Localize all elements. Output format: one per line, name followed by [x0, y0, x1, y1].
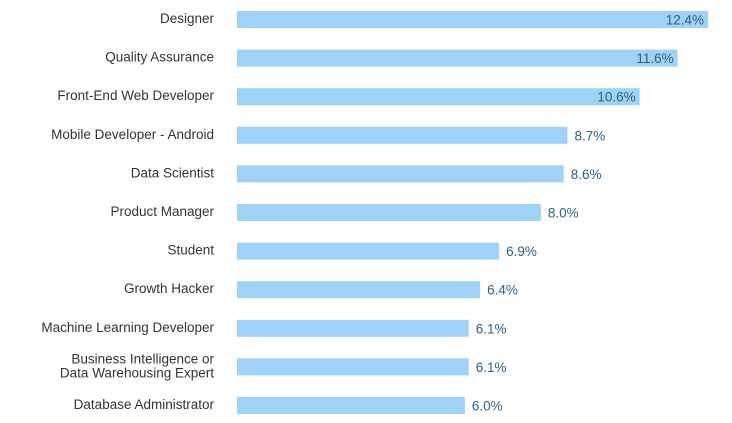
category-label-line: Product Manager	[110, 204, 214, 219]
value-label: 12.4%	[666, 13, 704, 28]
bar	[237, 358, 469, 376]
category-label-line: Mobile Developer - Android	[51, 127, 214, 142]
bar	[237, 126, 568, 144]
value-label: 6.4%	[487, 283, 518, 298]
category-label: Data Scientist	[131, 165, 215, 180]
category-label-line: Machine Learning Developer	[41, 320, 214, 335]
bar	[237, 11, 708, 28]
category-label-line: Database Administrator	[74, 397, 215, 412]
bar	[237, 397, 465, 414]
category-label: Growth Hacker	[124, 281, 215, 296]
value-label: 8.0%	[548, 206, 579, 221]
category-label-line: Business Intelligence or	[71, 351, 214, 366]
bar	[237, 49, 678, 67]
bar	[237, 242, 500, 260]
category-label: Designer	[160, 11, 215, 26]
category-label: Quality Assurance	[105, 50, 214, 65]
category-label-line: Student	[167, 243, 214, 258]
category-label-line: Data Warehousing Expert	[60, 365, 214, 380]
bars-group	[237, 11, 708, 414]
value-label: 6.0%	[472, 399, 503, 414]
category-label: Database Administrator	[74, 397, 215, 412]
category-label-line: Designer	[160, 11, 215, 26]
category-labels-group: Designer Quality Assurance Front-End Web D…	[41, 11, 214, 412]
category-label: Mobile Developer - Android	[51, 127, 214, 142]
value-label: 6.1%	[476, 360, 507, 375]
value-label: 8.7%	[575, 128, 606, 143]
value-label: 6.9%	[506, 244, 537, 259]
bar	[237, 281, 481, 299]
value-label: 11.6%	[636, 51, 673, 66]
category-label: Business Intelligence or Data Warehousing…	[60, 351, 215, 380]
category-label-line: Front-End Web Developer	[57, 88, 214, 103]
value-label: 10.6%	[597, 90, 635, 105]
category-label-line: Quality Assurance	[105, 50, 214, 65]
bar	[237, 165, 564, 183]
category-label-line: Growth Hacker	[124, 281, 215, 296]
value-label: 6.1%	[476, 321, 507, 336]
value-label: 8.6%	[571, 167, 602, 182]
category-label: Front-End Web Developer	[57, 88, 214, 103]
value-labels-group: 12.4% 11.6% 10.6% 8.7% 8.6% 8.0% 6.9% 6.4% 6.1% 6…	[472, 13, 704, 414]
bar	[237, 204, 541, 221]
category-label: Product Manager	[110, 204, 214, 219]
category-label-line: Data Scientist	[131, 165, 215, 180]
category-label: Machine Learning Developer	[41, 320, 214, 335]
bar	[237, 319, 469, 337]
category-label: Student	[167, 243, 214, 258]
bar	[237, 88, 640, 106]
